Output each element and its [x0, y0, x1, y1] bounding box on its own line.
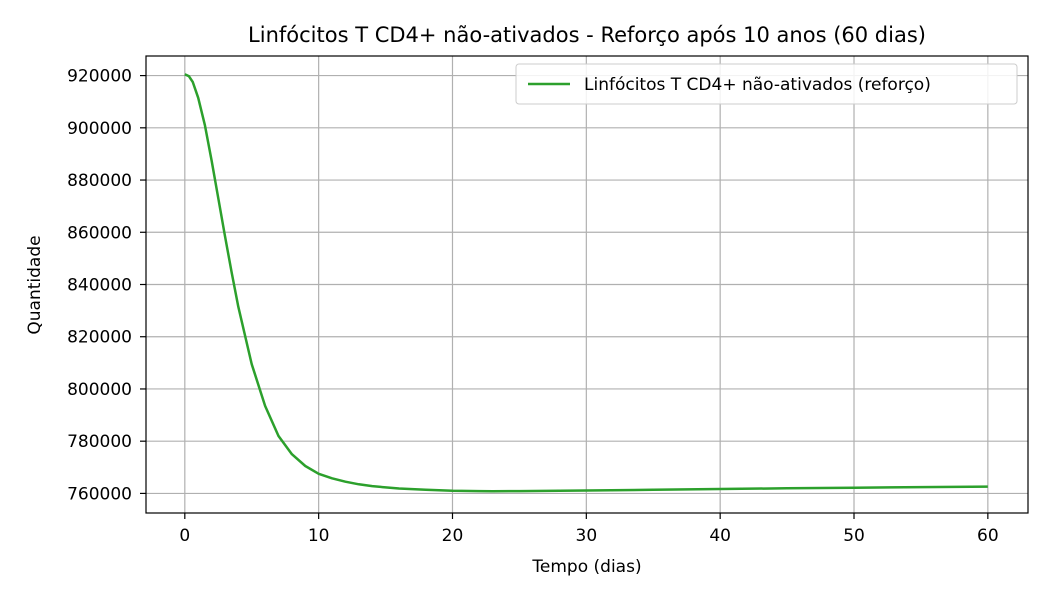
x-tick-label: 50	[843, 526, 865, 546]
y-tick-label: 780000	[67, 432, 132, 452]
grid	[146, 56, 1028, 513]
y-tick-label: 820000	[67, 328, 132, 348]
x-tick-label: 60	[977, 526, 999, 546]
series-line	[184, 73, 988, 493]
legend-label: Linfócitos T CD4+ não-ativados (reforço)	[584, 75, 931, 95]
legend-box	[515, 63, 1018, 105]
y-tick-label: 760000	[67, 484, 132, 504]
x-tick-label: 0	[179, 526, 190, 546]
series-layer	[184, 73, 988, 493]
x-axis-label: Tempo (dias)	[531, 557, 641, 577]
y-tick-label: 800000	[67, 380, 132, 400]
x-tick-label: 10	[308, 526, 330, 546]
x-tick-label: 30	[576, 526, 598, 546]
x-axis-ticks: 0 10 20 30 40 50 60	[179, 513, 999, 546]
y-tick-label: 920000	[67, 67, 132, 87]
legend: Linfócitos T CD4+ não-ativados (reforço)	[515, 63, 1018, 105]
y-axis-ticks: 760000 780000 800000 820000 840000 860000 8800…	[67, 67, 146, 504]
y-tick-label: 860000	[67, 223, 132, 243]
chart-title: Linfócitos T CD4+ não-ativados - Reforço…	[248, 23, 926, 47]
y-tick-label: 840000	[67, 276, 132, 296]
x-tick-label: 40	[709, 526, 731, 546]
y-tick-label: 880000	[67, 171, 132, 191]
x-tick-label: 20	[442, 526, 464, 546]
y-axis-label: Quantidade	[25, 235, 45, 334]
y-tick-label: 900000	[67, 119, 132, 139]
